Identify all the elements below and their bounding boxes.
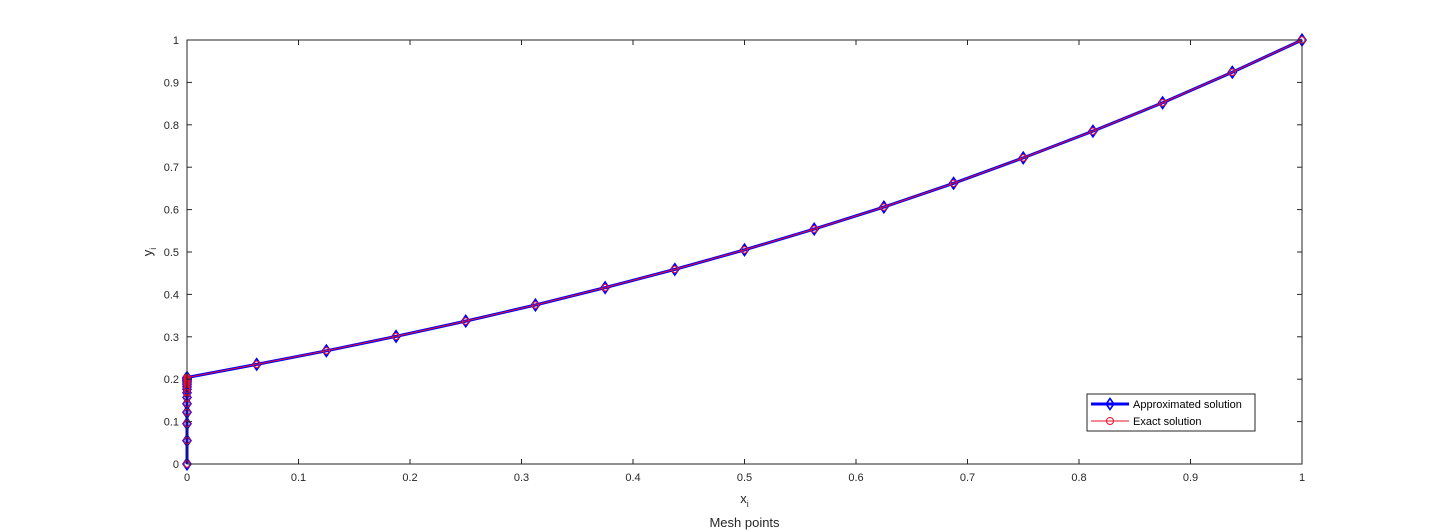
legend-label-approximated: Approximated solution <box>1133 399 1242 411</box>
x-tick-label: 1 <box>1299 472 1305 484</box>
y-tick-label: 0.3 <box>164 332 179 344</box>
y-axis-label: yi <box>140 248 158 257</box>
data-point-exact <box>601 283 609 292</box>
data-point-exact <box>1158 99 1167 107</box>
y-tick-label: 1 <box>173 35 179 47</box>
data-point-exact <box>671 265 679 274</box>
y-tick-label: 0.4 <box>164 289 179 301</box>
legend-marker-approximated <box>1105 397 1115 411</box>
data-point-exact <box>1089 127 1097 135</box>
x-tick-label: 0.9 <box>1183 472 1198 484</box>
data-point-exact <box>531 301 540 309</box>
x-tick-label: 0.4 <box>625 472 640 484</box>
data-point-exact <box>392 332 400 341</box>
x-tick-label: 0.8 <box>1071 472 1086 484</box>
y-tick-label: 0.6 <box>164 205 179 217</box>
x-tick-label: 0.1 <box>291 472 306 484</box>
x-axis-label: xi <box>740 491 749 509</box>
ticks-layer: 0 0.1 0.2 0.3 0.4 0.5 0.6 0.7 0.8 0.9 1 0 0.1 0.2 0.3 0… <box>164 35 1305 484</box>
x-axis-label-main: x <box>740 491 747 506</box>
data-point-exact <box>880 203 888 211</box>
y-tick-label: 0.8 <box>164 120 179 132</box>
legend-label-exact: Exact solution <box>1133 416 1201 428</box>
x-tick-label: 0.2 <box>402 472 417 484</box>
x-tick-label: 0 <box>184 472 190 484</box>
data-point-exact <box>1228 68 1237 76</box>
legend-marker-exact <box>1106 417 1114 425</box>
data-point-exact <box>810 225 818 233</box>
x-axis-caption: Mesh points <box>709 515 780 530</box>
y-tick-label: 0.1 <box>164 417 179 429</box>
x-tick-label: 0.5 <box>737 472 752 484</box>
data-point-exact <box>1019 154 1027 162</box>
data-point-exact <box>949 179 958 188</box>
y-tick-label: 0.2 <box>164 374 179 386</box>
y-tick-label: 0 <box>173 459 179 471</box>
x-axis-label-subscript: i <box>747 499 749 509</box>
x-tick-label: 0.7 <box>960 472 975 484</box>
y-axis-label-main: y <box>140 249 155 256</box>
plot-background <box>187 40 1302 464</box>
data-point-exact <box>462 317 470 325</box>
y-axis-label-subscript: i <box>148 248 158 250</box>
data-point-exact <box>322 347 331 355</box>
data-point-exact <box>252 360 261 369</box>
legend: Approximated solution Exact solution <box>1086 393 1256 432</box>
y-tick-label: 0.5 <box>164 247 179 259</box>
x-tick-label: 0.3 <box>514 472 529 484</box>
y-tick-label: 0.9 <box>164 77 179 89</box>
legend-box <box>1086 393 1256 432</box>
x-tick-label: 0.6 <box>848 472 863 484</box>
y-tick-label: 0.7 <box>164 162 179 174</box>
data-point-exact <box>740 246 749 254</box>
